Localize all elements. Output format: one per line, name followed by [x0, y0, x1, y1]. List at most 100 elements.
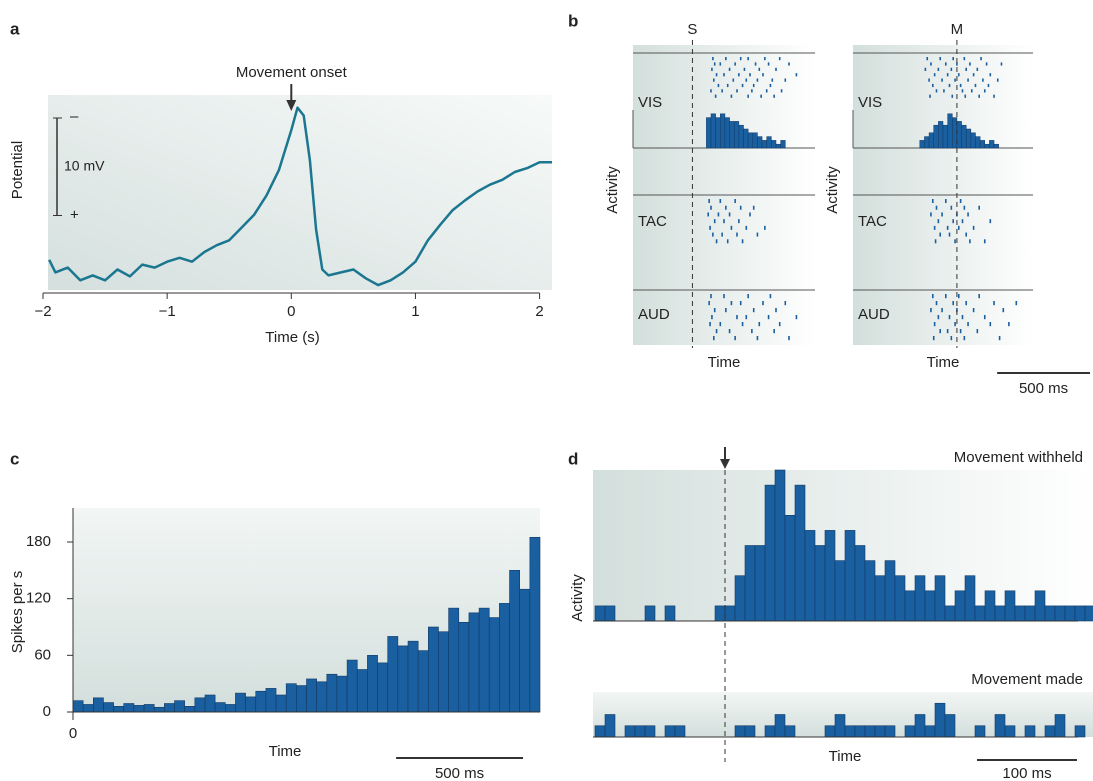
hist-bar [194, 697, 206, 713]
hist-bar [529, 536, 541, 713]
hist-bar [794, 484, 806, 622]
hist-bar [844, 530, 856, 622]
hist-bar [744, 545, 756, 622]
hist-bar [934, 575, 946, 622]
hist-bar [914, 714, 926, 738]
panel-label: a [10, 19, 20, 38]
hist-bar [1024, 725, 1036, 738]
y-axis-label: Activity [604, 166, 621, 214]
row-label: AUD [858, 306, 890, 323]
hist-bar [316, 681, 328, 713]
hist-bar [346, 659, 358, 713]
hist-bar [834, 714, 846, 738]
hist-bar [874, 725, 886, 738]
x-tick-label: 1 [411, 303, 419, 320]
hist-bar [761, 140, 767, 149]
x-axis-label: Time [708, 354, 741, 371]
hist-bar [407, 640, 419, 713]
hist-bar [956, 121, 962, 149]
hist-bar [744, 725, 756, 738]
hist-bar [1054, 605, 1066, 622]
x-axis-label: Time [927, 354, 960, 371]
hist-bar [884, 560, 896, 622]
hist-bar [934, 702, 946, 738]
hist-bar [834, 560, 846, 622]
hist-bar [743, 128, 749, 149]
hist-bar [123, 703, 135, 713]
hist-bar [864, 725, 876, 738]
hist-bar [1004, 590, 1016, 622]
hist-bar [938, 121, 944, 149]
hist-bar [979, 140, 986, 149]
hist-bar [488, 617, 500, 713]
scale-bar-label: 100 ms [1002, 765, 1051, 781]
hist-bar [336, 675, 348, 713]
x-axis-label: Time [269, 743, 302, 760]
hist-bar [1074, 725, 1086, 738]
hist-bar [235, 692, 246, 713]
hist-bar [1004, 725, 1016, 738]
hist-bar [924, 590, 936, 622]
hist-bar [734, 575, 746, 622]
panel-label: c [10, 449, 19, 468]
hist-bar [874, 575, 886, 622]
scale-bar-label: 500 ms [435, 765, 484, 781]
hist-bar [804, 530, 816, 622]
x-tick-label: 0 [287, 303, 295, 320]
hist-bar [644, 725, 656, 738]
hist-bar [974, 605, 986, 622]
hist-bar [965, 128, 972, 149]
hist-bar [784, 514, 796, 622]
event-arrowhead [720, 459, 730, 469]
hist-bar [634, 725, 646, 738]
hist-bar [306, 678, 317, 713]
hist-bar [780, 140, 786, 149]
hist-bar [245, 696, 257, 713]
hist-bar [924, 136, 930, 149]
hist-bar [720, 113, 726, 149]
hist-bar [133, 705, 145, 713]
hist-bar [377, 662, 389, 713]
hist-bar [1044, 725, 1056, 738]
hist-bar [714, 605, 726, 622]
hist-bar [715, 117, 721, 149]
hist-bar [919, 140, 925, 149]
hist-bar [724, 605, 736, 622]
hist-bar [174, 700, 185, 713]
hist-bar [928, 132, 934, 149]
scale-bar-label: 10 mV [64, 157, 105, 173]
plot-background [48, 95, 552, 290]
hist-bar [93, 697, 104, 713]
hist-bar [428, 626, 439, 713]
y-tick-label: 60 [34, 646, 51, 663]
subpanel-title: Movement made [971, 671, 1083, 688]
hist-bar [103, 702, 114, 713]
hist-bar [143, 704, 155, 713]
hist-bar [994, 605, 1006, 622]
hist-bar [519, 588, 531, 713]
hist-bar [864, 560, 876, 622]
hist-bar [771, 140, 777, 149]
hist-bar [974, 725, 986, 738]
x-tick-label: −1 [159, 303, 176, 320]
hist-bar [1054, 714, 1066, 738]
hist-bar [774, 714, 786, 738]
hist-bar [894, 575, 906, 622]
potential-line [48, 106, 552, 287]
hist-bar [664, 725, 676, 738]
hist-bar [499, 603, 510, 713]
hist-bar [754, 545, 766, 622]
hist-bar [458, 621, 470, 713]
hist-bar [356, 669, 368, 713]
hist-bar [994, 714, 1006, 738]
hist-bar [964, 575, 976, 622]
hist-bar [113, 706, 125, 713]
hist-bar [265, 688, 277, 713]
hist-bar [438, 631, 449, 713]
hist-bar [757, 136, 763, 149]
hist-bar [224, 704, 236, 713]
hist-bar [775, 143, 781, 149]
hist-bar [1024, 605, 1036, 622]
y-axis-label: Activity [824, 166, 841, 214]
